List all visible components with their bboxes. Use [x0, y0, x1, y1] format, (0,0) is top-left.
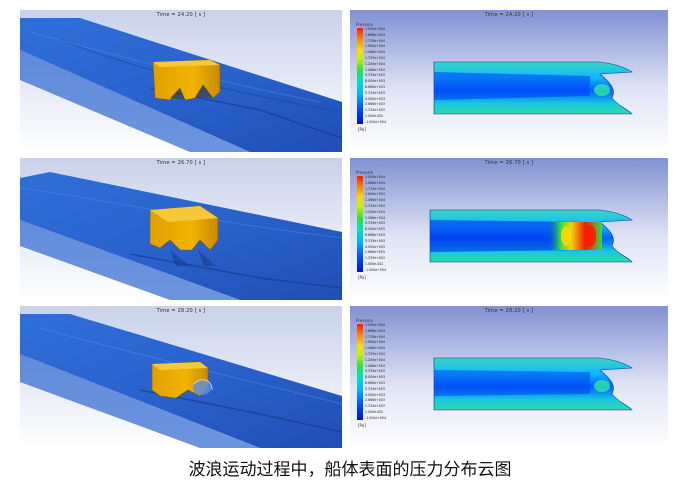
pressure-contour-panel-3: Time = 28.20 [ s ] Pressure 2.000e+004 1… — [350, 306, 668, 448]
legend-tick: 6.666e+003 — [365, 232, 385, 237]
legend-tick: 1.333e+003 — [365, 108, 385, 113]
legend-tick: 1.866e+004 — [365, 32, 385, 37]
legend-tick: 1.733e+004 — [365, 186, 385, 191]
legend-tick: 1.200e+004 — [365, 61, 385, 66]
pressure-contour-panel-2: Time = 26.70 [ s ] Pressure 2.000e+004 1… — [350, 158, 668, 300]
figure-caption: 波浪运动过程中，船体表面的压力分布云图 — [188, 460, 512, 480]
legend-tick: 8.000e+003 — [365, 375, 385, 380]
time-label: Time = 28.20 [ s ] — [156, 308, 206, 314]
legend-tick: 8.000e+003 — [365, 79, 385, 84]
wave-render-2 — [20, 158, 342, 300]
legend-tick: 1.333e+003 — [365, 404, 385, 409]
legend-tick: 1.600e+004 — [365, 340, 385, 345]
legend-tick: 2.666e+003 — [365, 102, 385, 107]
legend-tick: 5.333e+003 — [365, 90, 385, 95]
legend-tick: 5.333e+003 — [365, 386, 385, 391]
legend-ticks: 2.000e+004 1.866e+004 1.733e+004 1.600e+… — [365, 323, 399, 420]
time-label: Time = 24.20 [ s ] — [156, 12, 206, 18]
wave-render-1 — [20, 10, 342, 152]
pressure-colorbar — [357, 324, 363, 420]
legend-tick: 1.333e+004 — [365, 203, 385, 208]
legend-tick: 6.666e+003 — [365, 84, 385, 89]
legend-tick: 1.000e-002 — [365, 261, 384, 266]
legend-ticks: 2.000e+004 1.866e+004 1.733e+004 1.600e+… — [365, 175, 399, 272]
legend-title: Pressure — [356, 170, 374, 175]
legend-tick: 1.866e+004 — [365, 180, 385, 185]
legend-tick: 2.000e+004 — [365, 323, 385, 327]
legend-ticks: 2.000e+004 1.866e+004 1.733e+004 1.600e+… — [365, 27, 399, 124]
pressure-contour-2 — [350, 158, 668, 300]
legend-tick: 2.666e+003 — [365, 398, 385, 403]
legend-tick: 1.200e+004 — [365, 357, 385, 362]
legend-tick: 9.333e+003 — [365, 369, 385, 374]
legend-tick: 4.000e+003 — [365, 244, 385, 249]
pressure-contour-panel-1: Time = 24.20 [ s ] Pressure 2.000e+004 1… — [350, 10, 668, 152]
legend-unit: [Pa] — [358, 127, 366, 132]
pressure-contour-3 — [350, 306, 668, 448]
wave-render-panel-1: Time = 24.20 [ s ] — [20, 10, 342, 152]
legend-tick: 1.733e+004 — [365, 38, 385, 43]
legend-tick: 1.600e+004 — [365, 192, 385, 197]
legend-tick: 1.000e-002 — [365, 409, 384, 414]
legend-tick: 1.600e+004 — [365, 44, 385, 49]
legend-tick: 2.000e+004 — [365, 27, 385, 31]
pressure-contour-1 — [350, 10, 668, 152]
legend-tick: 6.666e+003 — [365, 380, 385, 385]
legend-tick: 1.333e+004 — [365, 351, 385, 356]
legend-tick: 1.466e+004 — [365, 50, 385, 55]
legend-tick: 8.000e+003 — [365, 227, 385, 232]
legend-tick: 2.666e+003 — [365, 250, 385, 255]
wave-render-3 — [20, 306, 342, 448]
legend-tick: -1.000e+004 — [365, 415, 386, 420]
legend-tick: -1.000e+004 — [365, 267, 386, 272]
legend-tick: 1.066e+004 — [365, 363, 385, 368]
legend-unit: [Pa] — [358, 275, 366, 280]
legend-tick: 1.466e+004 — [365, 346, 385, 351]
time-label: Time = 28.20 [ s ] — [484, 308, 534, 314]
legend-tick: 1.066e+004 — [365, 215, 385, 220]
legend-tick: 1.333e+004 — [365, 55, 385, 60]
legend-tick: 1.066e+004 — [365, 67, 385, 72]
legend-tick: 4.000e+003 — [365, 96, 385, 101]
time-label: Time = 26.70 [ s ] — [156, 160, 206, 166]
legend-tick: 1.000e-002 — [365, 113, 384, 118]
legend-tick: 9.333e+003 — [365, 73, 385, 78]
legend-unit: [Pa] — [358, 423, 366, 428]
wave-render-panel-2: Time = 26.70 [ s ] — [20, 158, 342, 300]
legend-tick: 9.333e+003 — [365, 221, 385, 226]
legend-tick: 4.000e+003 — [365, 392, 385, 397]
legend-tick: 1.333e+003 — [365, 256, 385, 261]
legend-tick: 1.466e+004 — [365, 198, 385, 203]
legend-tick: 5.333e+003 — [365, 238, 385, 243]
legend-tick: -1.000e+004 — [365, 119, 386, 124]
time-label: Time = 24.20 [ s ] — [484, 12, 534, 18]
pressure-colorbar — [357, 176, 363, 272]
legend-tick: 1.200e+004 — [365, 209, 385, 214]
legend-title: Pressure — [356, 318, 374, 323]
pressure-colorbar — [357, 28, 363, 124]
time-label: Time = 26.70 [ s ] — [484, 160, 534, 166]
legend-tick: 2.000e+004 — [365, 175, 385, 179]
legend-title: Pressure — [356, 22, 374, 27]
legend-tick: 1.866e+004 — [365, 328, 385, 333]
wave-render-panel-3: Time = 28.20 [ s ] — [20, 306, 342, 448]
legend-tick: 1.733e+004 — [365, 334, 385, 339]
